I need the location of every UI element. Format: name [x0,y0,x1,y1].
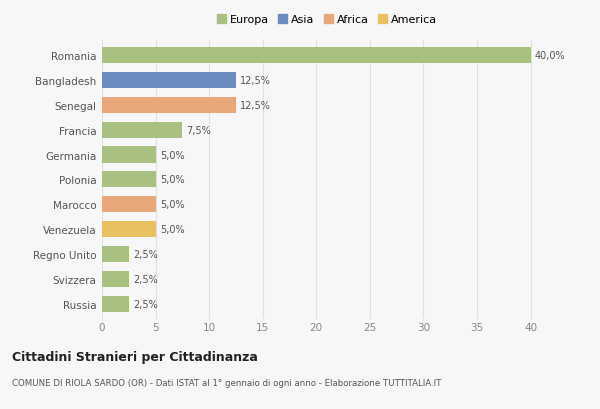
Text: 7,5%: 7,5% [187,125,211,135]
Legend: Europa, Asia, Africa, America: Europa, Asia, Africa, America [214,13,440,27]
Text: COMUNE DI RIOLA SARDO (OR) - Dati ISTAT al 1° gennaio di ogni anno - Elaborazion: COMUNE DI RIOLA SARDO (OR) - Dati ISTAT … [12,378,442,387]
Text: 5,0%: 5,0% [160,150,184,160]
Text: 12,5%: 12,5% [240,101,271,110]
Text: 5,0%: 5,0% [160,175,184,185]
Text: 40,0%: 40,0% [535,51,565,61]
Text: 12,5%: 12,5% [240,76,271,85]
Text: 5,0%: 5,0% [160,225,184,235]
Bar [102,197,155,213]
Bar [102,48,530,64]
Text: 2,5%: 2,5% [133,274,158,284]
Text: 2,5%: 2,5% [133,299,158,309]
Bar [102,72,236,89]
Bar [102,296,129,312]
Text: Cittadini Stranieri per Cittadinanza: Cittadini Stranieri per Cittadinanza [12,350,258,363]
Bar [102,122,182,138]
Bar [102,172,155,188]
Bar [102,97,236,114]
Text: 2,5%: 2,5% [133,249,158,259]
Bar [102,246,129,263]
Text: 5,0%: 5,0% [160,200,184,210]
Bar [102,147,155,163]
Bar [102,222,155,238]
Bar [102,271,129,288]
